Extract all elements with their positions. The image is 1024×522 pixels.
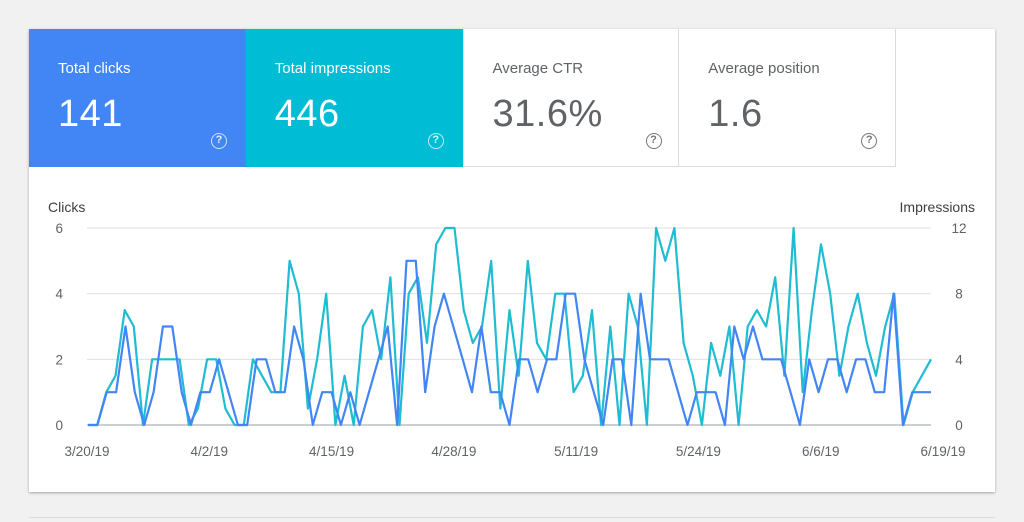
metric-label: Total impressions (274, 60, 391, 77)
metric-label: Average CTR (492, 60, 584, 77)
y-left-ticks: 0 2 4 6 (55, 221, 63, 433)
metric-label: Total clicks (58, 60, 131, 77)
y-right-tick-label: 8 (955, 287, 963, 302)
metric-value: 446 (274, 93, 340, 135)
x-tick-label: 4/2/19 (191, 444, 229, 459)
x-tick-label: 6/6/19 (802, 444, 840, 459)
x-tick-label: 3/20/19 (64, 444, 109, 459)
y-left-axis-title: Clicks (48, 199, 85, 215)
metric-total-impressions[interactable]: Total impressions 446 ? (245, 29, 463, 167)
help-icon[interactable]: ? (427, 133, 444, 149)
help-icon[interactable]: ? (645, 133, 662, 149)
metric-average-ctr[interactable]: Average CTR 31.6% ? (462, 29, 680, 167)
metric-label: Average position (708, 60, 820, 77)
y-left-tick-label: 0 (55, 418, 63, 433)
x-tick-label: 4/15/19 (309, 444, 354, 459)
series-lines (88, 226, 932, 427)
clicks-series-line (88, 259, 931, 427)
y-right-axis-title: Impressions (900, 199, 975, 215)
x-tick-label: 4/28/19 (431, 444, 476, 459)
metric-tiles: Total clicks 141 ? Total impressions 446… (29, 29, 896, 167)
y-right-tick-label: 4 (955, 352, 963, 367)
help-icon[interactable]: ? (211, 133, 227, 149)
metric-value: 141 (58, 93, 123, 135)
next-card-edge (29, 517, 995, 518)
y-right-tick-label: 12 (951, 221, 966, 236)
x-tick-label: 6/19/19 (920, 444, 965, 459)
metric-total-clicks[interactable]: Total clicks 141 ? (29, 29, 246, 167)
x-tick-label: 5/11/19 (554, 444, 598, 459)
y-left-tick-label: 4 (55, 287, 63, 302)
help-icon[interactable]: ? (861, 133, 878, 149)
performance-card: Total clicks 141 ? Total impressions 446… (29, 29, 995, 492)
x-tick-label: 5/24/19 (676, 444, 721, 459)
y-left-tick-label: 2 (55, 352, 63, 367)
impressions-series-line (88, 226, 932, 427)
performance-chart: Clicks Impressions 0 2 4 6 0 4 8 12 3/20/19 4/2… (48, 199, 975, 459)
metric-value: 31.6% (492, 93, 603, 135)
metric-average-position[interactable]: Average position 1.6 ? (679, 29, 896, 167)
x-ticks: 3/20/19 4/2/19 4/15/19 4/28/19 5/11/19 5/24/1… (64, 444, 965, 459)
y-right-tick-label: 0 (955, 418, 963, 433)
metric-value: 1.6 (708, 93, 763, 135)
y-right-ticks: 0 4 8 12 (951, 221, 966, 433)
y-left-tick-label: 6 (55, 221, 63, 236)
